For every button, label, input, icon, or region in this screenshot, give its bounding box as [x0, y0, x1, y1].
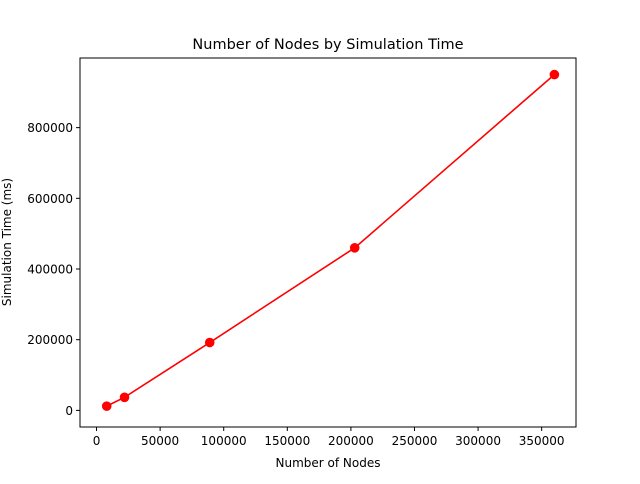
x-tick-label: 0	[93, 434, 101, 448]
x-axis-ticks: 0 50000 100000 150000 200000 250000 300000 3500…	[93, 427, 565, 448]
x-tick-label: 250000	[392, 434, 438, 448]
y-axis-label: Simulation Time (ms)	[0, 178, 14, 306]
data-point	[349, 243, 360, 253]
x-tick-label: 50000	[141, 434, 179, 448]
x-tick-label: 200000	[328, 434, 374, 448]
x-tick-label: 300000	[455, 434, 501, 448]
plot-layer	[101, 69, 560, 411]
data-point	[101, 401, 112, 411]
plot-frame	[79, 57, 577, 428]
data-point	[119, 392, 130, 403]
y-tick-label: 0	[65, 404, 73, 418]
y-tick-label: 800000	[27, 121, 73, 135]
y-tick-label: 200000	[27, 333, 73, 347]
x-tick-label: 350000	[519, 434, 565, 448]
y-tick-label: 400000	[27, 263, 73, 277]
data-point	[549, 69, 560, 80]
series-line	[106, 74, 555, 407]
y-tick-label: 600000	[27, 192, 73, 206]
x-tick-label: 150000	[264, 434, 310, 448]
y-axis-ticks: 0 200000 400000 600000 800000	[27, 121, 80, 418]
chart-title: Number of Nodes by Simulation Time	[192, 37, 463, 53]
data-point	[204, 337, 215, 348]
x-axis-label: Number of Nodes	[276, 456, 381, 470]
x-tick-label: 100000	[201, 434, 247, 448]
